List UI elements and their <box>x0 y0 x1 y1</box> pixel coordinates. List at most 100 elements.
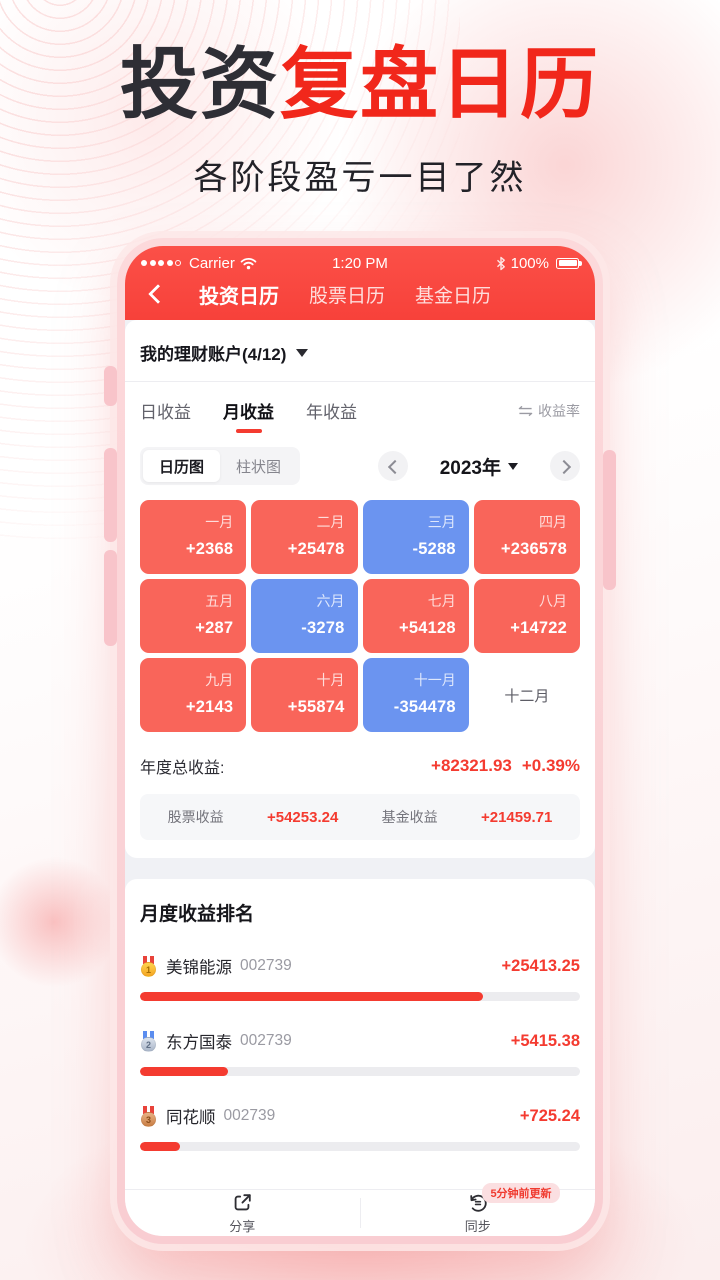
account-selector[interactable]: 我的理财账户(4/12) <box>125 320 595 381</box>
stock-name: 东方国泰 <box>166 1034 232 1052</box>
signal-dots-icon <box>141 260 181 266</box>
month-name: 十二月 <box>504 687 550 705</box>
swap-arrows-icon <box>518 405 533 417</box>
month-cell-apr[interactable]: 四月 +236578 <box>473 500 580 574</box>
month-name: 十月 <box>316 672 345 688</box>
sync-button[interactable]: 5分钟前更新 同步 <box>361 1183 596 1236</box>
phone-screen: Carrier 1:20 PM 100% <box>125 246 595 1236</box>
tab-monthly-income[interactable]: 月收益 <box>223 398 274 433</box>
hero-title: 投资复盘日历 <box>0 42 720 128</box>
month-cell-may[interactable]: 五月 +287 <box>140 579 247 653</box>
month-name: 九月 <box>205 672 234 688</box>
month-value: +55874 <box>287 698 345 716</box>
ranking-row-line: 2 东方国泰 002739 +5415.38 <box>140 1029 580 1053</box>
progress-track <box>140 1142 580 1151</box>
share-label: 分享 <box>229 1218 256 1234</box>
sync-label: 同步 <box>464 1218 491 1234</box>
hero-section: 投资复盘日历 各阶段盈亏一目了然 <box>0 42 720 199</box>
period-row: 日收益 月收益 年收益 收益率 <box>125 382 595 433</box>
phone-mute-switch <box>104 366 117 406</box>
phone-volume-up-button <box>104 448 117 542</box>
year-label: 2023年 <box>439 457 501 479</box>
month-value: +54128 <box>399 619 456 637</box>
share-button[interactable]: 分享 <box>125 1190 360 1236</box>
progress-track <box>140 1067 580 1076</box>
sync-icon <box>470 1194 487 1212</box>
view-toggle: 日历图 柱状图 <box>140 447 301 485</box>
annual-total-percent: +0.39% <box>521 756 580 775</box>
month-value: +25478 <box>287 540 345 558</box>
month-name: 五月 <box>205 593 234 609</box>
stock-gain-value: +5415.38 <box>510 1031 580 1050</box>
month-calendar-grid: 一月 +2368 二月 +25478 三月 -5288 四月 <box>125 485 595 732</box>
ranking-title: 月度收益排名 <box>140 904 255 925</box>
last-updated-badge: 5分钟前更新 <box>482 1183 560 1203</box>
tab-stock-calendar[interactable]: 股票日历 <box>309 285 386 307</box>
chevron-down-icon <box>296 348 309 357</box>
hero-title-dark: 投资 <box>119 41 280 128</box>
progress-fill <box>140 1067 228 1076</box>
month-cell-aug[interactable]: 八月 +14722 <box>473 579 580 653</box>
month-cell-nov[interactable]: 十一月 -354478 <box>362 658 469 732</box>
month-cell-mar[interactable]: 三月 -5288 <box>362 500 469 574</box>
annual-total-values: +82321.93 +0.39% <box>431 756 580 776</box>
stock-income-value: +54253.24 <box>266 808 339 826</box>
view-option-bars[interactable]: 柱状图 <box>236 458 282 476</box>
month-value: +2143 <box>185 698 234 716</box>
month-name: 二月 <box>316 514 345 530</box>
back-button[interactable] <box>143 281 169 307</box>
year-dropdown[interactable]: 2023年 <box>440 453 518 480</box>
annual-total-label: 年度总收益: <box>140 760 225 777</box>
month-cell-jan[interactable]: 一月 +2368 <box>140 500 247 574</box>
ranking-row-2[interactable]: 2 东方国泰 002739 +5415.38 <box>140 1029 580 1076</box>
month-cell-sep[interactable]: 九月 +2143 <box>140 658 247 732</box>
prev-year-button[interactable] <box>377 451 408 481</box>
ranking-row-3[interactable]: 3 同花顺 002739 +725.24 <box>140 1104 580 1151</box>
bottom-bar-divider <box>359 1198 361 1228</box>
income-breakdown: 股票收益 +54253.24 基金收益 +21459.71 <box>140 794 580 840</box>
hero-subtitle: 各阶段盈亏一目了然 <box>193 159 527 197</box>
ranking-row-1[interactable]: 1 美锦能源 002739 +25413.25 <box>140 954 580 1001</box>
phone-power-button <box>603 450 616 590</box>
chevron-down-icon <box>508 462 518 470</box>
stock-gain-value: +725.24 <box>519 1106 580 1125</box>
month-value: +2368 <box>185 540 234 558</box>
fund-income-value: +21459.71 <box>480 808 553 826</box>
phone-mockup: Carrier 1:20 PM 100% <box>104 238 616 1244</box>
month-name: 六月 <box>316 593 345 609</box>
month-cell-dec[interactable]: 十二月 <box>474 658 580 732</box>
status-bar: Carrier 1:20 PM 100% <box>125 246 595 274</box>
screen-body: 我的理财账户(4/12) 日收益 月收益 年收益 <box>125 320 595 1189</box>
view-option-calendar[interactable]: 日历图 <box>143 450 221 482</box>
stock-code: 002739 <box>223 1107 276 1124</box>
progress-fill <box>140 1142 180 1151</box>
calendar-card: 我的理财账户(4/12) 日收益 月收益 年收益 <box>125 320 595 858</box>
next-year-button[interactable] <box>550 451 580 481</box>
nav-bar: 投资日历 股票日历 基金日历 <box>125 274 595 320</box>
tab-daily-income[interactable]: 日收益 <box>140 403 191 422</box>
progress-fill <box>140 992 484 1001</box>
ranking-row-line: 3 同花顺 002739 +725.24 <box>140 1104 580 1128</box>
month-cell-oct[interactable]: 十月 +55874 <box>251 658 358 732</box>
status-left: Carrier <box>141 255 332 272</box>
month-cell-jul[interactable]: 七月 +54128 <box>362 579 469 653</box>
tab-invest-calendar[interactable]: 投资日历 <box>199 285 279 308</box>
hero-title-red: 复盘日历 <box>280 41 601 128</box>
month-name: 七月 <box>427 593 456 609</box>
month-cell-jun[interactable]: 六月 -3278 <box>251 579 358 653</box>
annual-total-value: +82321.93 <box>431 756 512 775</box>
carrier-label: Carrier <box>189 254 235 272</box>
bronze-medal-icon: 3 <box>140 1105 158 1127</box>
tab-fund-calendar[interactable]: 基金日历 <box>415 285 492 307</box>
rate-toggle[interactable]: 收益率 <box>518 401 580 433</box>
month-value: -354478 <box>393 698 456 716</box>
month-name: 三月 <box>427 514 456 530</box>
month-value: +14722 <box>510 619 567 637</box>
tab-yearly-income[interactable]: 年收益 <box>306 403 357 422</box>
month-name: 十一月 <box>413 672 456 688</box>
annual-total-row: 年度总收益: +82321.93 +0.39% <box>125 732 595 778</box>
phone-volume-down-button <box>104 550 117 646</box>
stock-code: 002739 <box>240 957 292 974</box>
month-cell-feb[interactable]: 二月 +25478 <box>251 500 358 574</box>
